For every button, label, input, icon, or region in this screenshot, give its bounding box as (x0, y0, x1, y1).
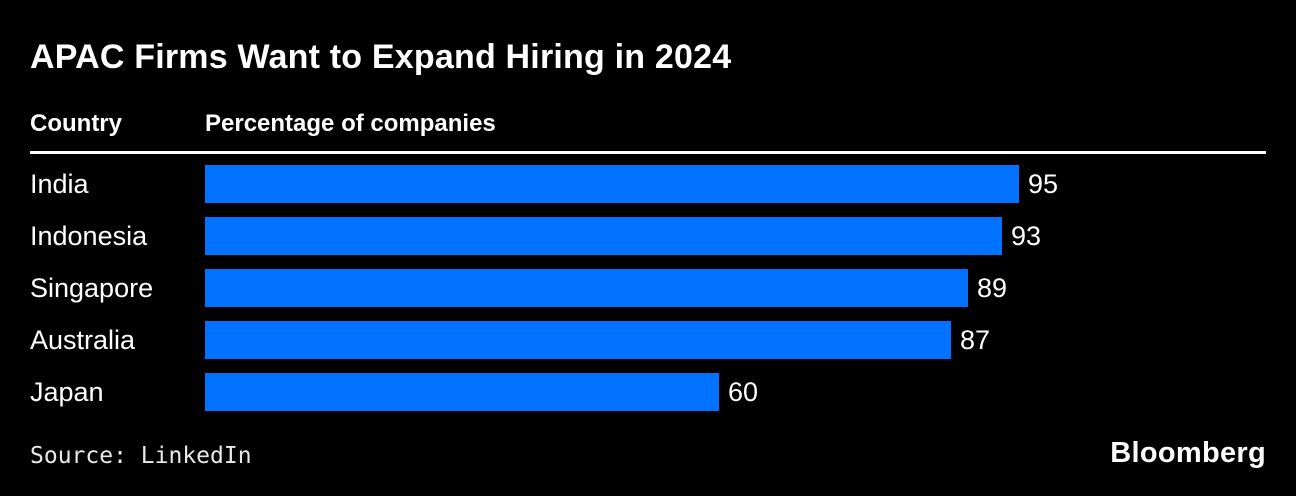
country-column-header: Country (30, 110, 122, 137)
bar-row: Japan 60 (30, 366, 1266, 418)
bar-row: Singapore 89 (30, 262, 1266, 314)
column-headers: Country Percentage of companies (30, 112, 1266, 136)
value-label: 87 (960, 324, 991, 355)
bar (205, 217, 1002, 255)
country-label: Japan (30, 376, 104, 407)
value-column-header: Percentage of companies (205, 110, 496, 137)
source-note: Source: LinkedIn (30, 443, 252, 469)
country-label: India (30, 168, 89, 199)
bar-track: 87 (205, 321, 1266, 359)
bar-row: India 95 (30, 158, 1266, 210)
chart-title: APAC Firms Want to Expand Hiring in 2024 (30, 38, 732, 76)
bar (205, 165, 1019, 203)
header-divider (30, 151, 1266, 154)
bar-row: Indonesia 93 (30, 210, 1266, 262)
bar-row: Australia 87 (30, 314, 1266, 366)
chart-footer: Source: LinkedIn Bloomberg (30, 439, 1266, 468)
value-label: 89 (977, 272, 1008, 303)
bar (205, 269, 968, 307)
value-label: 93 (1011, 220, 1042, 251)
bar (205, 373, 719, 411)
country-label: Singapore (30, 272, 154, 303)
bar-track: 95 (205, 165, 1266, 203)
value-label: 60 (728, 376, 759, 407)
bar (205, 321, 951, 359)
value-label: 95 (1028, 168, 1059, 199)
bloomberg-logo: Bloomberg (1110, 437, 1266, 469)
country-label: Australia (30, 324, 136, 355)
bar-track: 93 (205, 217, 1266, 255)
bar-track: 60 (205, 373, 1266, 411)
country-label: Indonesia (30, 220, 148, 251)
chart-rows: India 95 Indonesia 93 Singapore 89 Austr… (30, 158, 1266, 418)
bar-track: 89 (205, 269, 1266, 307)
